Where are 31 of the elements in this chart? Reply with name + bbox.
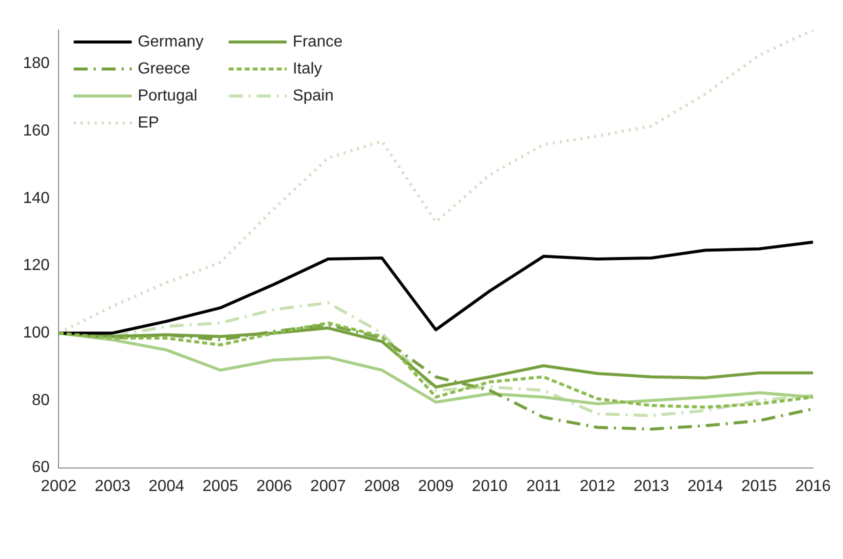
y-tick-label: 180: [22, 55, 50, 72]
x-tick-label: 2013: [634, 478, 670, 495]
y-tick-label: 80: [32, 392, 50, 409]
line-series: [57, 321, 814, 409]
x-tick-label: 2016: [795, 478, 831, 495]
x-tick-label: 2007: [310, 478, 346, 495]
x-tick-label: 2006: [256, 478, 292, 495]
y-tick-label: 160: [22, 122, 50, 140]
x-tick-label: 2010: [472, 478, 508, 495]
legend-label: Portugal: [138, 87, 198, 104]
legend-label: Greece: [138, 60, 190, 78]
x-tick-label: 2002: [40, 478, 77, 495]
x-tick-label: 2012: [580, 478, 616, 495]
x-tick-label: 2011: [526, 478, 561, 495]
x-tick-label: 2009: [418, 478, 454, 495]
x-tick-label: 2015: [741, 478, 778, 495]
legend-label: Italy: [292, 60, 322, 78]
legend-label: Spain: [292, 87, 334, 104]
y-tick-label: 100: [22, 324, 50, 342]
line-series: [57, 30, 814, 335]
y-tick-label: 140: [22, 190, 50, 207]
legend-label: EP: [138, 114, 160, 132]
x-tick-label: 2008: [364, 478, 400, 495]
legend-label: Germany: [138, 33, 204, 50]
x-tick-label: 2003: [94, 478, 130, 495]
legend-label: France: [292, 33, 343, 50]
x-tick-label: 2004: [148, 478, 184, 495]
x-tick-label: 2014: [687, 478, 724, 495]
y-tick-label: 120: [22, 257, 50, 274]
x-tick-label: 2005: [202, 478, 238, 495]
y-tick-label: 60: [32, 459, 50, 476]
